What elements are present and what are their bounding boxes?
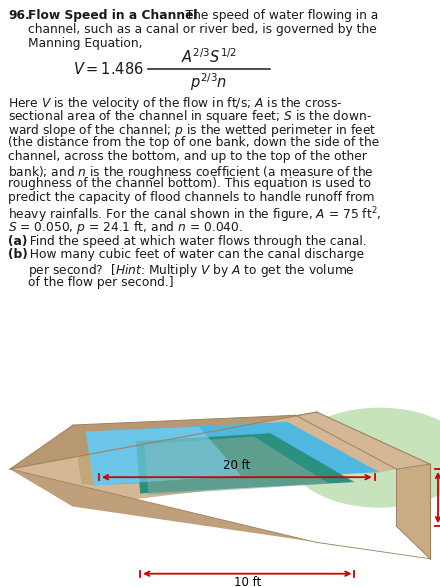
Polygon shape — [144, 437, 329, 495]
Text: (a): (a) — [8, 235, 27, 248]
Polygon shape — [136, 433, 354, 494]
Text: Find the speed at which water flows through the canal.: Find the speed at which water flows thro… — [22, 235, 367, 248]
Text: $V = 1.486\,$: $V = 1.486\,$ — [73, 60, 144, 76]
Text: (b): (b) — [8, 248, 28, 261]
Text: $S$ = 0.050, $p$ = 24.1 ft, and $n$ = 0.040.: $S$ = 0.050, $p$ = 24.1 ft, and $n$ = 0.… — [8, 219, 243, 236]
Ellipse shape — [290, 407, 440, 508]
Text: roughness of the channel bottom). This equation is used to: roughness of the channel bottom). This e… — [8, 177, 371, 190]
Text: 96.: 96. — [8, 9, 30, 22]
Text: sectional area of the channel in square feet; $S$ is the down-: sectional area of the channel in square … — [8, 109, 372, 126]
Text: predict the capacity of flood channels to handle runoff from: predict the capacity of flood channels t… — [8, 191, 374, 204]
Text: Here $V$ is the velocity of the flow in ft/s; $A$ is the cross-: Here $V$ is the velocity of the flow in … — [8, 95, 342, 112]
Text: of the flow per second.]: of the flow per second.] — [28, 276, 174, 289]
Text: The speed of water flowing in a: The speed of water flowing in a — [174, 9, 378, 22]
Text: channel, across the bottom, and up to the top of the other: channel, across the bottom, and up to th… — [8, 150, 367, 163]
Text: (the distance from the top of one bank, down the side of the: (the distance from the top of one bank, … — [8, 136, 379, 149]
Text: 20 ft: 20 ft — [223, 459, 250, 472]
Text: per second?  [$\it{Hint}$: Multiply $V$ by $A$ to get the volume: per second? [$\it{Hint}$: Multiply $V$ b… — [28, 262, 355, 279]
Text: bank); and $n$ is the roughness coefficient (a measure of the: bank); and $n$ is the roughness coeffici… — [8, 164, 374, 181]
Text: Flow Speed in a Channel: Flow Speed in a Channel — [28, 9, 198, 22]
Text: 10 ft: 10 ft — [234, 576, 261, 587]
Polygon shape — [10, 469, 430, 559]
Text: heavy rainfalls. For the canal shown in the figure, $A$ = 75 ft$^2$,: heavy rainfalls. For the canal shown in … — [8, 205, 381, 225]
Text: channel, such as a canal or river bed, is governed by the: channel, such as a canal or river bed, i… — [28, 23, 377, 36]
Polygon shape — [396, 464, 430, 559]
Polygon shape — [10, 412, 317, 469]
Text: Manning Equation,: Manning Equation, — [28, 36, 143, 49]
Text: $A^{2/3}S^{1/2}$: $A^{2/3}S^{1/2}$ — [181, 47, 237, 66]
Polygon shape — [287, 415, 396, 473]
Text: $p^{2/3}n$: $p^{2/3}n$ — [191, 72, 227, 93]
Polygon shape — [73, 425, 94, 485]
Polygon shape — [10, 412, 430, 507]
Text: ward slope of the channel; $p$ is the wetted perimeter in feet: ward slope of the channel; $p$ is the we… — [8, 122, 376, 139]
Polygon shape — [86, 427, 241, 485]
Polygon shape — [86, 422, 380, 485]
Text: How many cubic feet of water can the canal discharge: How many cubic feet of water can the can… — [22, 248, 364, 261]
